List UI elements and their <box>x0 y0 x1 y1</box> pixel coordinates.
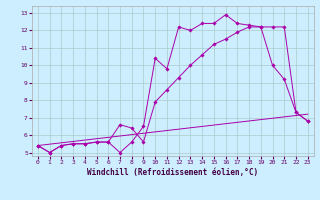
X-axis label: Windchill (Refroidissement éolien,°C): Windchill (Refroidissement éolien,°C) <box>87 168 258 177</box>
